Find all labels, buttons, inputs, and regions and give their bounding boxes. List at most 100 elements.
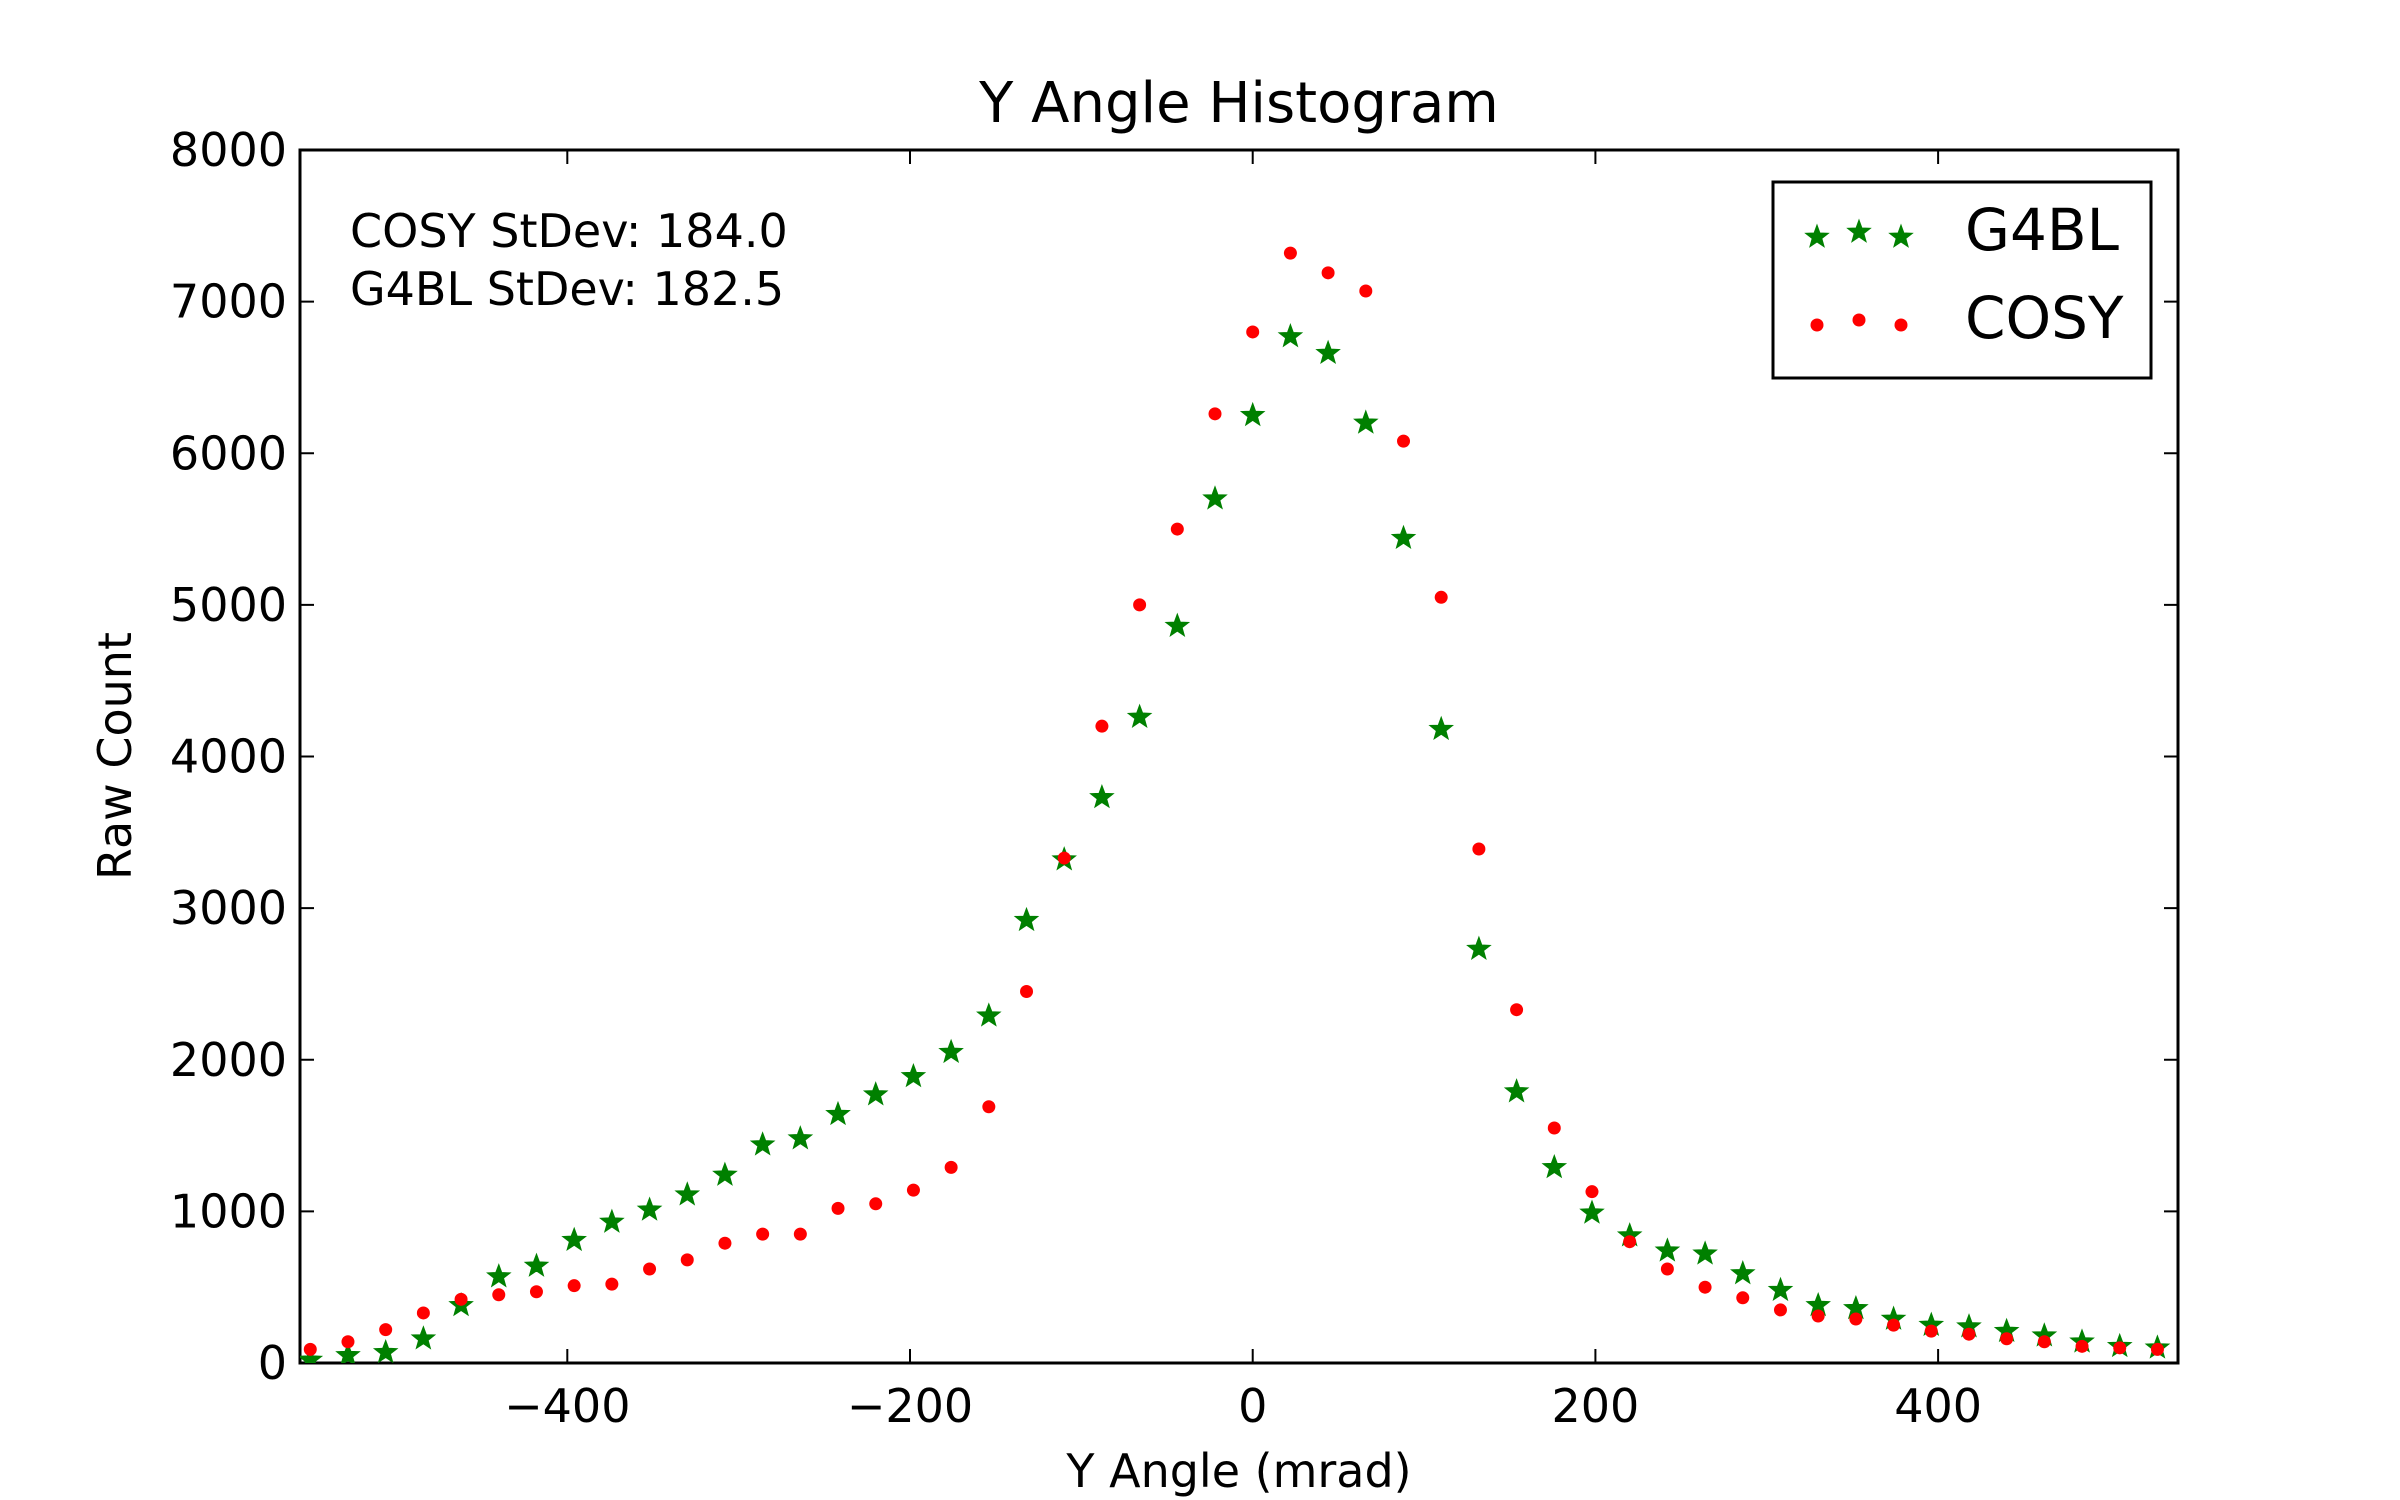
- g4bl-point: [900, 1062, 927, 1088]
- g4bl-point: [712, 1161, 738, 1186]
- x-tick-label: 0: [1238, 1379, 1267, 1433]
- legend: G4BL COSY: [1771, 180, 2153, 380]
- cosy-point: [1321, 266, 1335, 280]
- legend-box: [1771, 180, 2153, 380]
- y-tick-label: 5000: [170, 578, 287, 632]
- data-points: [300, 246, 2171, 1363]
- chart-title: Y Angle Histogram: [978, 71, 1499, 136]
- g4bl-point: [1353, 409, 1379, 434]
- g4bl-point: [1692, 1240, 1718, 1265]
- g4bl-point: [599, 1208, 625, 1233]
- x-tick-label: −200: [847, 1379, 973, 1433]
- cosy-point: [379, 1323, 393, 1337]
- g4bl-point: [410, 1325, 437, 1350]
- g4bl-point: [787, 1125, 814, 1150]
- g4bl-point: [1277, 323, 1304, 348]
- g4bl-point: [561, 1226, 587, 1252]
- cosy-point: [1585, 1185, 1599, 1199]
- g4bl-point: [749, 1131, 776, 1156]
- cosy-point: [1472, 842, 1486, 856]
- g4bl-point: [1239, 401, 1266, 427]
- cosy-point: [643, 1262, 657, 1276]
- g4bl-point: [1390, 524, 1417, 550]
- cosy-point: [756, 1227, 770, 1241]
- y-axis-label: Raw Count: [88, 632, 142, 880]
- y-tick-label: 7000: [170, 275, 287, 329]
- legend-label-cosy: COSY: [1965, 284, 2124, 352]
- cosy-point: [2075, 1339, 2089, 1353]
- cosy-point: [1359, 284, 1373, 298]
- cosy-point: [1887, 1318, 1901, 1332]
- cosy-point: [2000, 1332, 2014, 1346]
- legend-dot-icon: [1852, 313, 1866, 327]
- y-tick-label: 6000: [170, 426, 287, 480]
- cosy-point: [492, 1288, 506, 1302]
- cosy-point: [1660, 1262, 1674, 1276]
- cosy-point: [831, 1201, 845, 1215]
- cosy-point: [1736, 1291, 1750, 1305]
- y-tick-label: 4000: [170, 730, 287, 784]
- g4bl-point: [825, 1100, 851, 1126]
- g4bl-point: [1730, 1260, 1756, 1285]
- cosy-point: [303, 1342, 317, 1356]
- cosy-point: [680, 1253, 694, 1267]
- cosy-point: [2113, 1341, 2127, 1355]
- x-tick-label: 200: [1552, 1379, 1640, 1433]
- g4bl-point: [335, 1341, 361, 1363]
- cosy-point: [718, 1236, 732, 1250]
- g4bl-point: [1767, 1276, 1794, 1302]
- legend-star-icon: [1846, 218, 1872, 243]
- cosy-point: [1849, 1312, 1863, 1326]
- y-tick-label: 3000: [170, 881, 287, 935]
- g4bl-point: [1466, 935, 1492, 960]
- cosy-point: [1095, 719, 1109, 733]
- y-tick-label: 0: [258, 1336, 287, 1390]
- g4bl-point: [1013, 906, 1040, 932]
- cosy-point: [1396, 434, 1410, 448]
- g4bl-point: [372, 1338, 399, 1363]
- legend-dot-icon: [1894, 318, 1908, 332]
- cosy-point: [529, 1285, 543, 1299]
- g4bl-point: [1315, 339, 1341, 365]
- g4bl-point: [1089, 783, 1115, 809]
- cosy-point: [793, 1227, 807, 1241]
- cosy-point: [1283, 246, 1297, 260]
- g4bl-point: [1541, 1153, 1568, 1179]
- cosy-point: [341, 1335, 355, 1349]
- g4bl-point: [1164, 612, 1191, 637]
- cosy-point: [1246, 325, 1260, 339]
- cosy-point: [2150, 1342, 2164, 1356]
- legend-dot-icon: [1810, 318, 1824, 332]
- cosy-point: [1811, 1309, 1825, 1323]
- cosy-point: [605, 1277, 619, 1291]
- x-tick-label: −400: [504, 1379, 630, 1433]
- g4bl-point: [1579, 1199, 1605, 1224]
- cosy-point: [869, 1197, 883, 1211]
- annotation-cosy-stdev: COSY StDev: 184.0: [350, 204, 788, 258]
- cosy-point: [454, 1292, 468, 1306]
- g4bl-point: [862, 1081, 889, 1106]
- cosy-point: [1170, 522, 1184, 536]
- legend-star-icon: [1804, 223, 1830, 248]
- x-axis-label: Y Angle (mrad): [1065, 1444, 1411, 1498]
- g4bl-point: [1654, 1237, 1681, 1262]
- cosy-point: [1773, 1303, 1787, 1317]
- y-tick-label: 1000: [170, 1184, 287, 1238]
- cosy-point: [1962, 1327, 1976, 1341]
- x-axis-ticks: −400 −200 0 200 400: [504, 150, 1982, 1433]
- annotation-g4bl-stdev: G4BL StDev: 182.5: [350, 262, 784, 316]
- legend-star-icon: [1888, 223, 1914, 248]
- g4bl-point: [674, 1181, 701, 1206]
- g4bl-point: [486, 1263, 512, 1288]
- cosy-point: [1208, 407, 1222, 421]
- cosy-point: [1623, 1235, 1637, 1249]
- cosy-point: [1020, 985, 1034, 999]
- cosy-point: [1924, 1324, 1938, 1338]
- cosy-point: [567, 1279, 581, 1293]
- g4bl-point: [1202, 485, 1228, 510]
- g4bl-point: [938, 1038, 964, 1064]
- cosy-point: [1133, 598, 1147, 612]
- x-tick-label: 400: [1894, 1379, 1982, 1433]
- cosy-point: [1547, 1121, 1561, 1135]
